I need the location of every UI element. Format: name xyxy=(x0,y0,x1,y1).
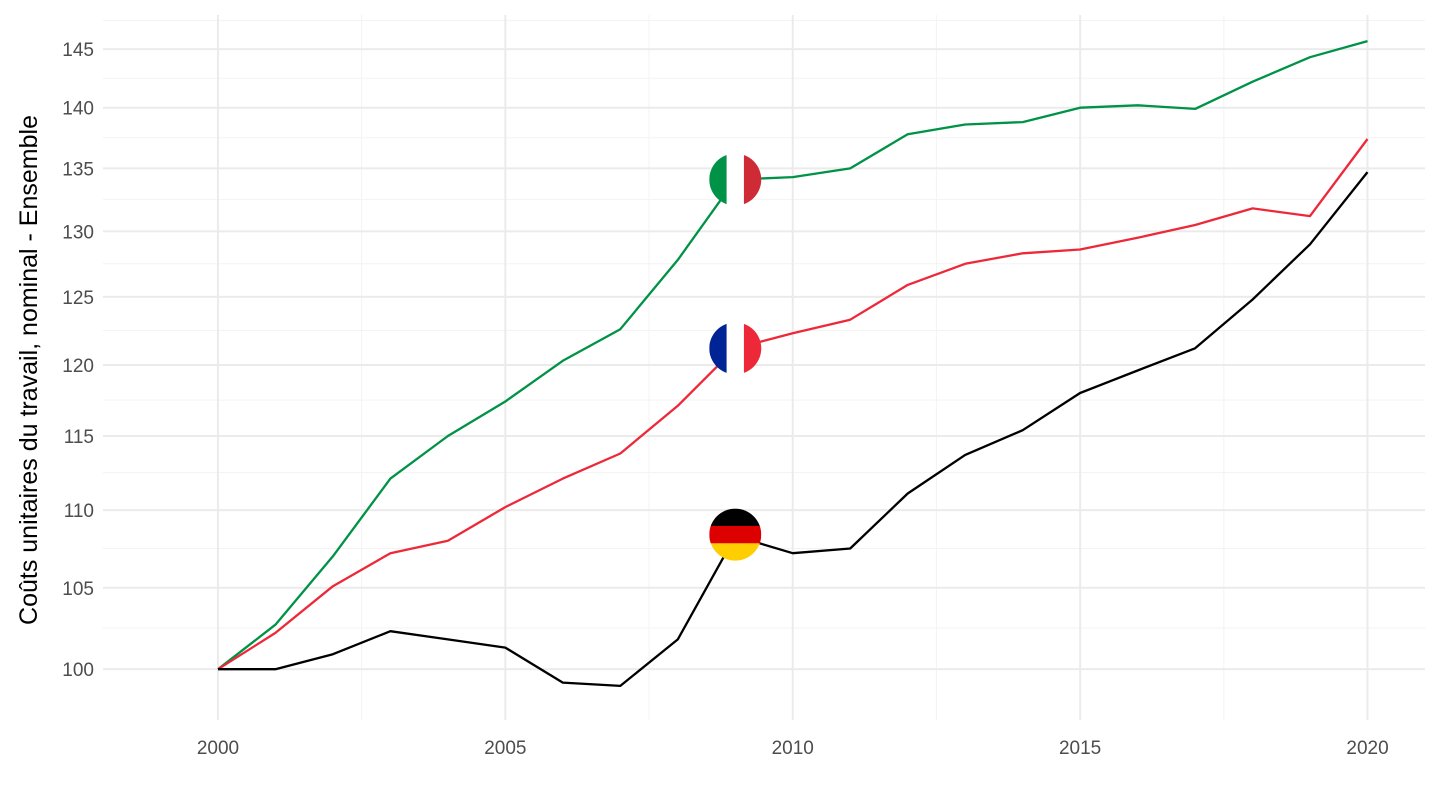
flag-stripe xyxy=(709,508,762,527)
y-tick-label: 120 xyxy=(62,356,94,377)
series-line-germany xyxy=(218,171,1369,688)
y-tick-label: 135 xyxy=(62,159,94,180)
minor-gridlines xyxy=(103,15,1425,720)
major-gridlines xyxy=(103,15,1425,720)
flag-france-icon xyxy=(709,322,762,375)
flag-stripe xyxy=(726,322,745,375)
y-tick-label: 140 xyxy=(62,99,94,120)
x-tick-label: 2010 xyxy=(772,738,814,759)
y-tick-label: 105 xyxy=(62,579,94,600)
y-tick-label: 110 xyxy=(64,501,94,522)
y-tick-label: 115 xyxy=(64,427,94,448)
y-tick-label: 130 xyxy=(62,222,94,243)
y-tick-label: 100 xyxy=(62,660,94,681)
flag-stripe xyxy=(743,153,762,206)
flag-stripe xyxy=(743,322,762,375)
flag-stripe xyxy=(726,153,745,206)
x-tick-label: 2000 xyxy=(197,738,239,759)
flag-stripe xyxy=(709,525,762,544)
x-tick-label: 2015 xyxy=(1059,738,1101,759)
x-tick-label: 2020 xyxy=(1346,738,1388,759)
flag-stripe xyxy=(709,322,728,375)
y-tick-label: 125 xyxy=(62,288,94,309)
series-line-france xyxy=(217,138,1369,671)
y-axis-tick-labels: 100 105 110 115 120 125 130 135 140 145 xyxy=(62,40,94,681)
series-lines xyxy=(217,39,1369,688)
series-line-italy xyxy=(217,39,1368,671)
x-axis-tick-labels: 2000 2005 2010 2015 2020 xyxy=(197,738,1389,759)
y-axis-title: Coûts unitaires du travail, nominal - En… xyxy=(15,115,43,625)
x-tick-label: 2005 xyxy=(484,738,526,759)
flag-stripe xyxy=(709,153,728,206)
flag-stripe xyxy=(709,543,762,561)
flag-markers xyxy=(709,153,762,561)
flag-italy-icon xyxy=(709,153,762,206)
y-tick-label: 145 xyxy=(62,40,94,61)
flag-germany-icon xyxy=(709,508,762,561)
